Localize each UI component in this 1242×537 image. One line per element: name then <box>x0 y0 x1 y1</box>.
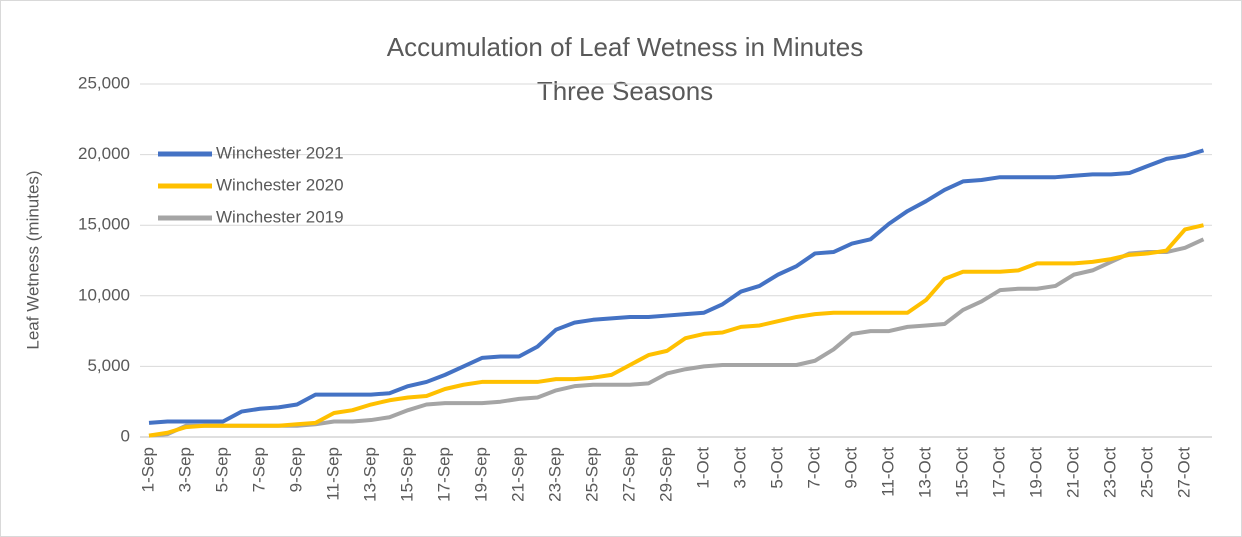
y-tick-label: 5,000 <box>87 356 130 375</box>
x-tick-label: 23-Oct <box>1100 447 1119 498</box>
legend-label: Winchester 2020 <box>216 175 344 194</box>
x-tick-label: 9-Sep <box>286 447 305 492</box>
x-tick-label: 7-Sep <box>249 447 268 492</box>
y-tick-label: 25,000 <box>78 73 130 92</box>
x-tick-label: 11-Sep <box>323 447 342 501</box>
x-tick-label: 3-Oct <box>730 447 749 489</box>
x-tick-label: 3-Sep <box>175 447 194 492</box>
x-tick-label: 13-Oct <box>915 447 934 498</box>
chart-subtitle: Three Seasons <box>537 76 713 106</box>
x-tick-label: 21-Oct <box>1063 447 1082 498</box>
x-tick-label: 17-Oct <box>989 447 1008 498</box>
x-tick-label: 19-Sep <box>471 447 490 502</box>
x-tick-label: 5-Oct <box>767 447 786 489</box>
x-tick-label: 29-Sep <box>656 447 675 502</box>
x-tick-label: 21-Sep <box>508 447 527 502</box>
x-tick-label: 5-Sep <box>212 447 231 492</box>
x-tick-label: 27-Sep <box>619 447 638 502</box>
x-tick-label: 9-Oct <box>841 447 860 489</box>
x-tick-label: 15-Sep <box>397 447 416 502</box>
x-tick-label: 25-Sep <box>582 447 601 502</box>
y-tick-label: 10,000 <box>78 285 130 304</box>
series-line <box>148 223 1204 438</box>
x-tick-label: 23-Sep <box>545 447 564 502</box>
x-tick-label: 19-Oct <box>1026 447 1045 498</box>
x-tick-label: 13-Sep <box>360 447 379 502</box>
x-tick-label: 17-Sep <box>434 447 453 502</box>
x-tick-label: 1-Sep <box>138 447 157 492</box>
x-tick-label: 11-Oct <box>878 447 897 497</box>
legend-label: Winchester 2019 <box>216 207 344 226</box>
y-tick-label: 0 <box>121 426 130 445</box>
chart-title: Accumulation of Leaf Wetness in Minutes <box>387 32 863 62</box>
x-tick-label: 15-Oct <box>952 447 971 498</box>
y-axis-label: Leaf Wetness (minutes) <box>23 170 42 349</box>
series-line <box>148 237 1205 438</box>
series-line <box>148 148 1205 425</box>
x-tick-label: 7-Oct <box>804 447 823 489</box>
y-tick-label: 15,000 <box>78 215 130 234</box>
x-tick-label: 25-Oct <box>1137 447 1156 498</box>
legend-label: Winchester 2021 <box>216 143 344 162</box>
x-tick-label: 1-Oct <box>693 447 712 489</box>
y-tick-label: 20,000 <box>78 144 130 163</box>
x-tick-label: 27-Oct <box>1174 447 1193 498</box>
